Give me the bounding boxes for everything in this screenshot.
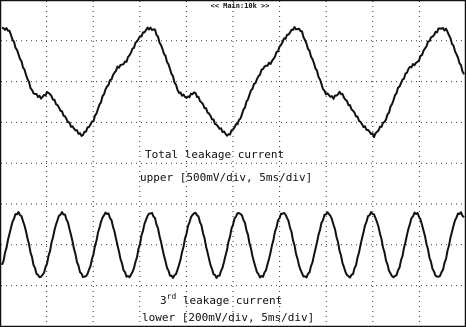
oscilloscope-screen: << Main:10k >> Total leakage current upp… — [0, 0, 466, 327]
screen-border — [1, 1, 466, 327]
caption-rest: leakage current — [176, 294, 282, 307]
lower-caption-line2: lower [200mV/div, 5ms/div] — [142, 311, 314, 324]
upper-caption-line1: Total leakage current — [145, 148, 284, 161]
header-title: << Main:10k >> — [210, 2, 269, 10]
lower-caption-line1: 3rd leakage current — [160, 292, 282, 308]
ordinal-number: 3 — [160, 294, 167, 307]
upper-caption-line2: upper [500mV/div, 5ms/div] — [140, 171, 312, 184]
ordinal-suffix: rd — [167, 292, 177, 301]
